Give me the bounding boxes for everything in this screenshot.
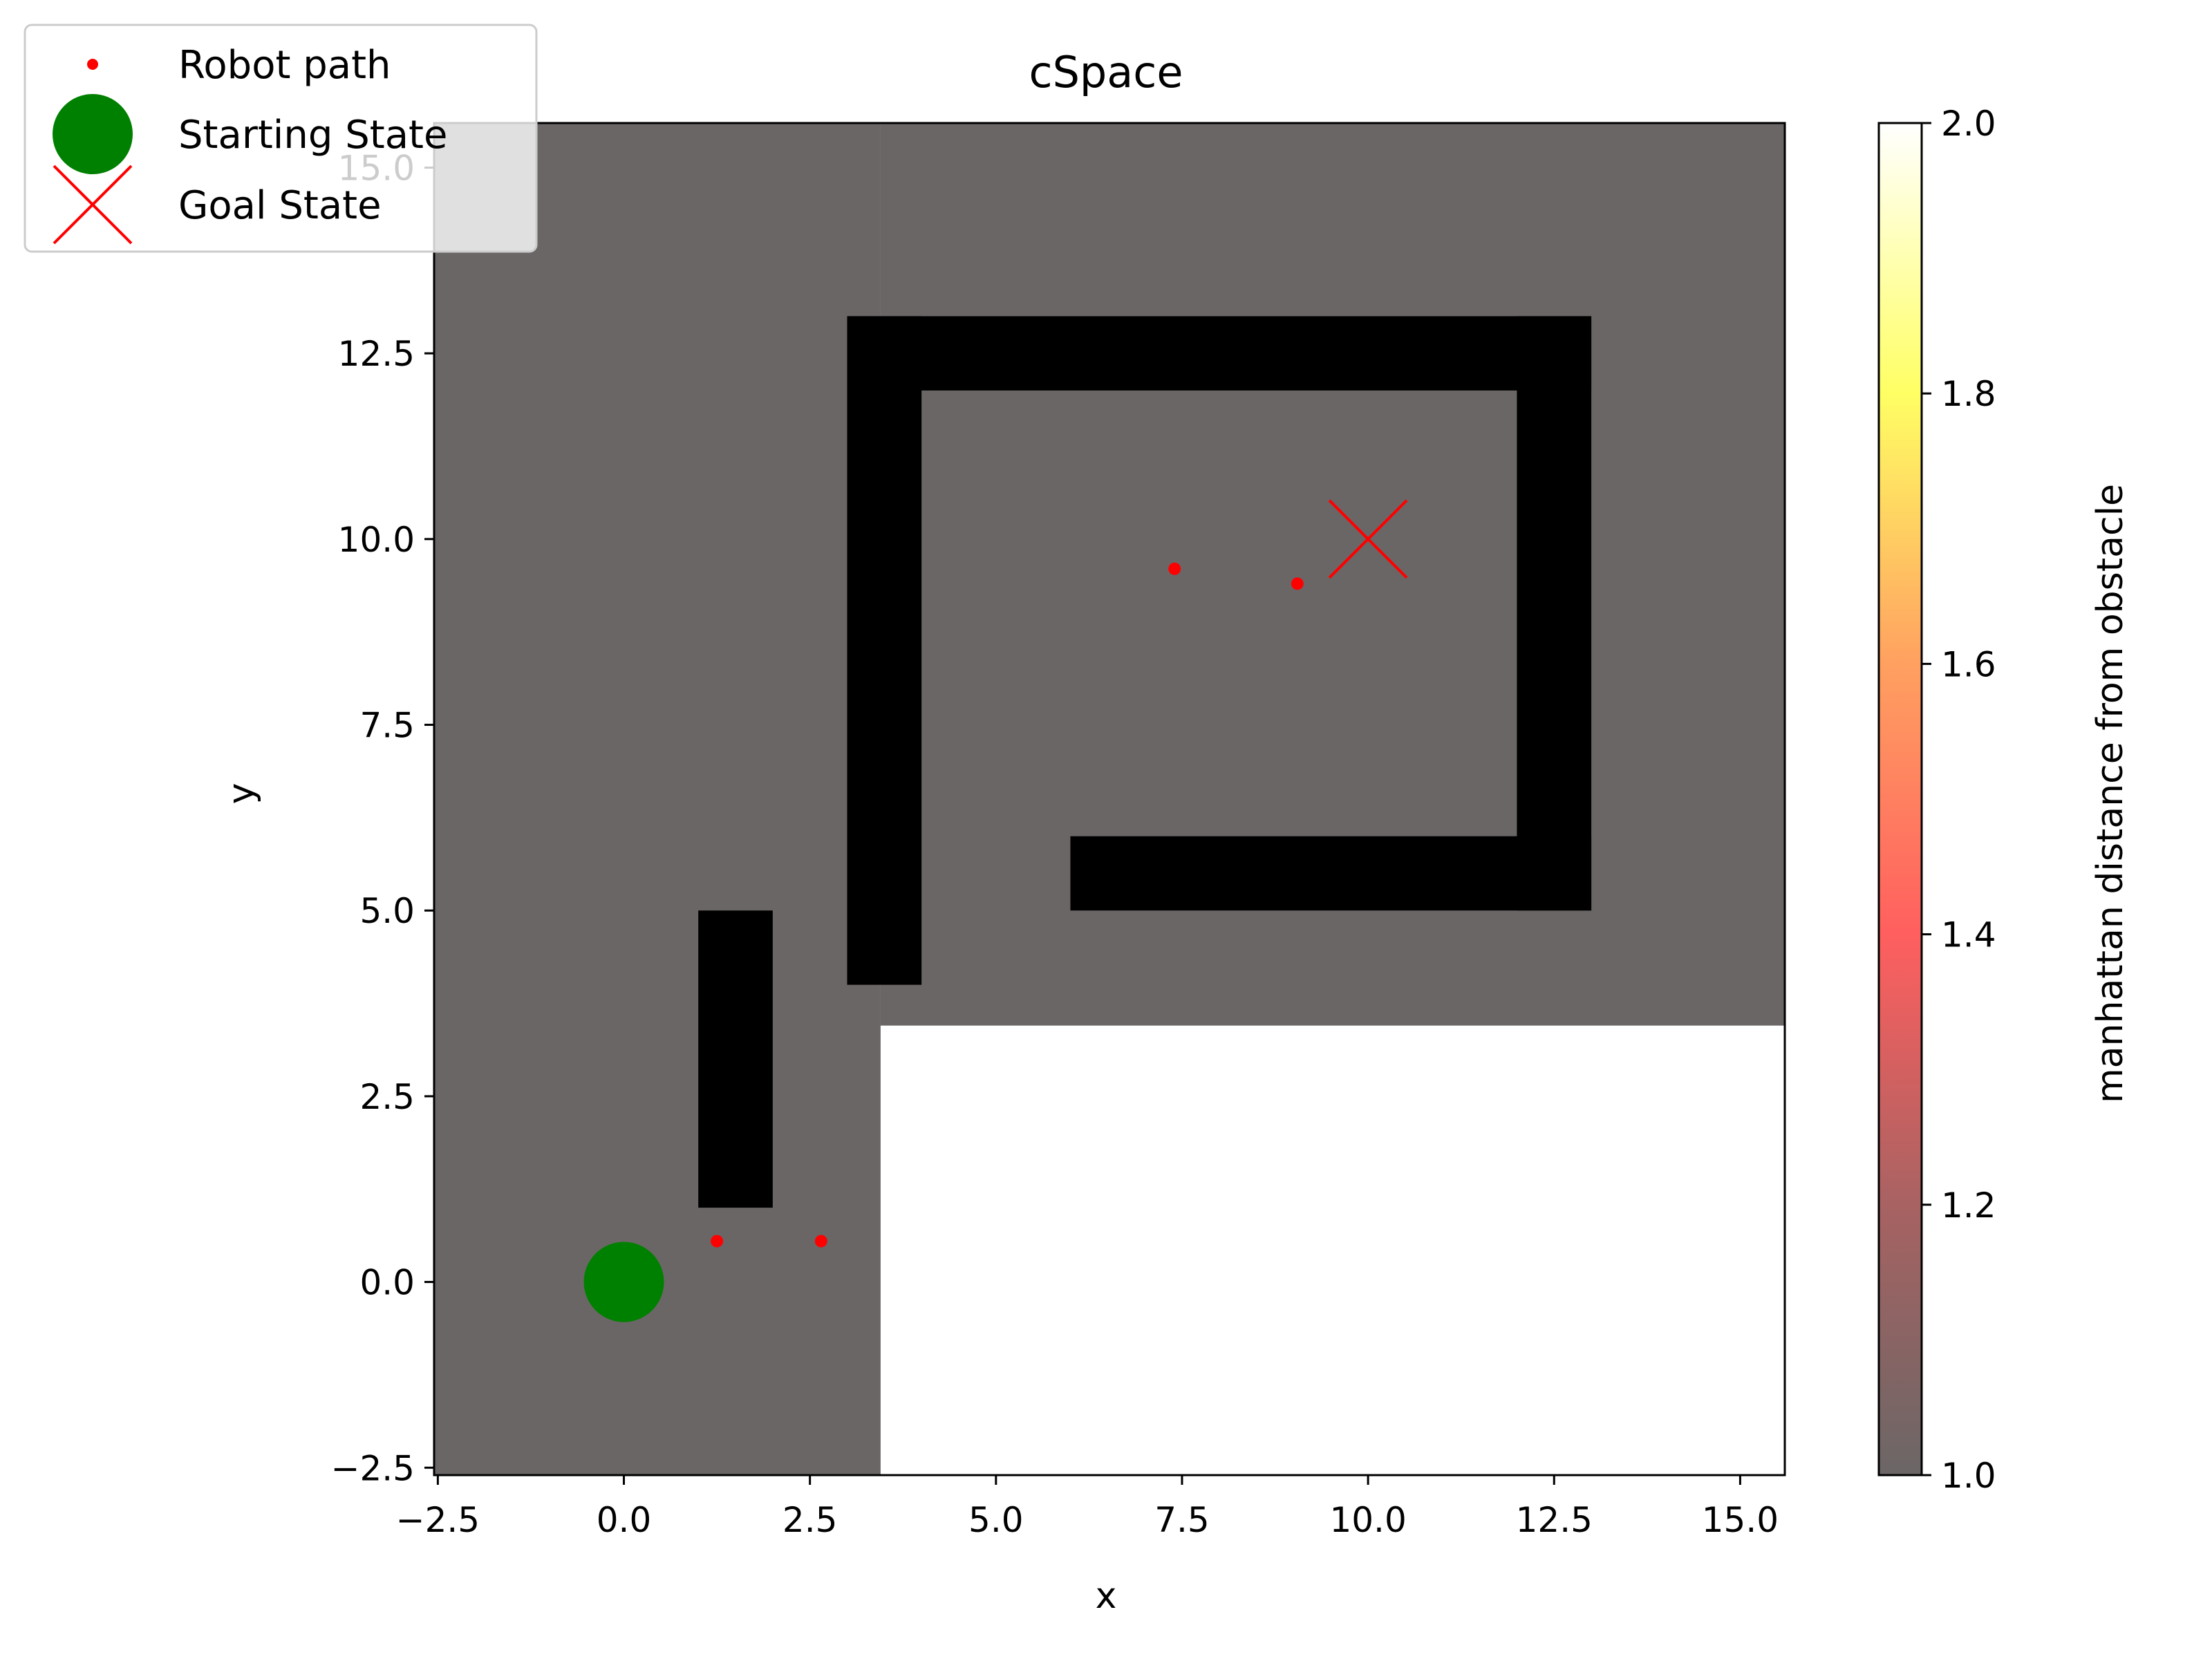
starting-state-marker [583,1241,664,1322]
x-tick-label-0: −2.5 [396,1500,480,1540]
plot-area [434,123,1785,1475]
legend-entry-robot-path: Robot path [87,43,391,88]
y-axis-label: y [221,783,262,805]
colorbar-tick-label-1: 1.2 [1941,1185,1996,1226]
x-axis-label: x [1096,1575,1117,1617]
legend-marker-goal-state-b [53,165,133,245]
colorbar-tick-label-5: 2.0 [1941,104,1996,144]
obstacles [698,316,1592,1208]
y-tick-label-2: 2.5 [359,1077,415,1117]
legend-label-robot-path: Robot path [178,43,391,88]
y-tick-label-5: 10.0 [338,520,415,560]
background-region-0 [434,123,881,1475]
legend-label-starting-state: Starting State [178,113,447,158]
markers [583,499,1408,1322]
colorbar-tick-label-0: 1.0 [1941,1456,1996,1496]
y-tick-label-4: 7.5 [359,706,415,746]
x-tick-label-3: 5.0 [968,1500,1024,1540]
axes-frame [433,122,1786,1477]
colorbar-ticks: 1.0 1.2 1.4 1.6 1.8 2.0 [1922,104,1996,1496]
x-tick-label-2: 2.5 [782,1500,838,1540]
legend-box [24,24,538,253]
chart-title: cSpace [1029,47,1183,97]
obstacle-0 [698,910,773,1208]
legend-entry-goal-state: Goal State [53,165,382,245]
obstacle-3 [1517,316,1592,911]
x-axis-ticks: −2.5 0.0 2.5 5.0 7.5 10.0 12.5 15.0 [396,1475,1779,1540]
colorbar-gradient [1877,122,1923,1477]
robot-path-point-2 [1168,562,1181,575]
y-axis-ticks: −2.50.02.55.07.510.012.515.0 [331,148,434,1488]
legend-marker-starting-state [53,94,133,174]
colorbar-tick-label-2: 1.4 [1941,915,1996,955]
background-region-2 [880,1025,1785,1475]
legend-marker-robot-path [87,59,98,70]
obstacle-1 [847,316,922,985]
x-tick-label-4: 7.5 [1154,1500,1210,1540]
colorbar-label: manhattan distance from obstacle [2090,484,2131,1103]
goal-state-marker-b [1328,499,1408,579]
colorbar-tick-label-4: 1.8 [1941,374,1996,414]
x-tick-label-7: 15.0 [1702,1500,1779,1540]
y-tick-label-1: 0.0 [359,1263,415,1303]
robot-path-point-0 [711,1235,724,1248]
colorbar-tick-label-3: 1.6 [1941,644,1996,684]
y-tick-label-6: 12.5 [338,334,415,374]
x-tick-label-5: 10.0 [1329,1500,1406,1540]
robot-path-point-3 [1291,577,1304,590]
y-tick-label-3: 5.0 [359,891,415,931]
x-tick-label-1: 0.0 [597,1500,652,1540]
legend-label-goal-state: Goal State [178,183,382,228]
colorbar: 1.0 1.2 1.4 1.6 1.8 2.0 manhattan distance fr… [1877,104,2131,1496]
obstacle-2 [847,316,1592,391]
obstacle-4 [1070,836,1592,911]
legend-entry-starting-state: Starting State [53,94,447,174]
y-tick-label-0: −2.5 [331,1448,415,1488]
legend: Robot path Starting State Goal State [24,24,538,253]
robot-path-point-1 [814,1235,827,1248]
x-tick-label-6: 12.5 [1516,1500,1593,1540]
